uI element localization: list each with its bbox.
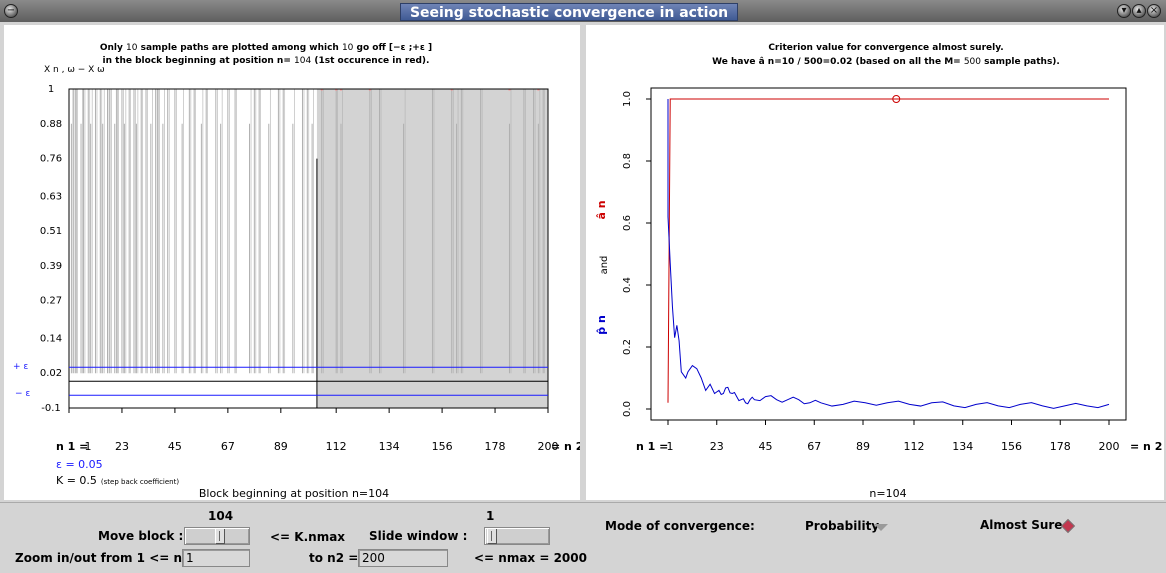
right-n1-label: n 1 = (636, 440, 668, 453)
left-x-tick-label: 23 (115, 440, 129, 453)
right-plot-area: 0.0 0.2 0.4 0.6 0.8 1.0 1 23 45 67 89 112 134 156 178 2… (622, 87, 1127, 453)
right-y-tick-label: 0.8 (622, 153, 633, 169)
block-position-marker (892, 95, 901, 103)
block-position-text: Block beginning at position n=104 (199, 487, 389, 500)
sample-paths-panel: Only 10 sample paths are plotted among w… (4, 25, 580, 500)
left-y-tick-label: 0.51 (40, 226, 62, 237)
probability-radio-icon[interactable] (874, 524, 888, 531)
left-plot-frame (68, 88, 549, 409)
almost-sure-radio-icon[interactable] (1060, 518, 1076, 534)
left-x-tick-label: 134 (379, 440, 400, 453)
right-x-tick-label: 200 (1099, 440, 1120, 453)
mode-label: Mode of convergence: (605, 519, 755, 533)
right-n2-label: = n 2 (1130, 440, 1162, 453)
left-y-tick-label: 0.76 (40, 154, 62, 165)
a-hat-series-line (667, 98, 1109, 403)
right-plot-frame (650, 87, 1127, 421)
left-n2-label: = n 2 (551, 440, 580, 453)
kmax-label: <= K.nmax (270, 530, 346, 544)
p-hat-series-line (667, 99, 1110, 409)
ylabel-a: â n (595, 200, 608, 219)
close-button[interactable]: × (1147, 4, 1161, 18)
left-x-tick-label: 112 (326, 440, 347, 453)
right-y-tick-label: 0.0 (622, 401, 633, 417)
window-title: Seeing stochastic convergence in action (400, 3, 738, 21)
k-text: K = 0.5 (step back coefficient) (56, 474, 179, 487)
left-y-tick-label: 0.63 (40, 191, 62, 202)
slide-window-slider-thumb[interactable] (487, 529, 497, 544)
controls-bar: 104 Move block : <= K.nmax Slide window … (0, 502, 1166, 573)
left-title-line1: Only 10 sample paths are plotted among w… (100, 43, 432, 53)
epsilon-text: ε = 0.05 (56, 458, 103, 471)
left-y-tick-label: 1 (48, 84, 54, 95)
left-y-tick-label: -0.1 (41, 403, 61, 414)
right-x-tick-label: 112 (903, 440, 924, 453)
right-x-tick-label: 134 (952, 440, 973, 453)
criterion-plot: Criterion value for convergence almost s… (595, 43, 1162, 500)
move-block-slider-thumb[interactable] (215, 529, 225, 544)
n1-input[interactable]: 1 (182, 549, 250, 567)
slide-window-value: 1 (486, 509, 495, 523)
left-x-tick-label: 89 (274, 440, 288, 453)
left-y-tick-label: 0.14 (40, 333, 62, 344)
left-y-tick-label: 0.39 (40, 261, 62, 272)
to-n2-label: to n2 = (309, 551, 359, 565)
eps-minus-label: − ε (15, 389, 30, 399)
eps-plus-label: + ε (13, 362, 28, 372)
n2-input[interactable]: 200 (358, 549, 448, 567)
left-x-tick-label: 178 (485, 440, 506, 453)
probability-label[interactable]: Probability (805, 519, 880, 533)
move-block-slider[interactable] (184, 527, 250, 545)
almost-sure-label[interactable]: Almost Sure (980, 518, 1063, 532)
nmax-label: <= nmax = 2000 (474, 551, 587, 565)
left-n1-label: n 1 = (56, 440, 88, 453)
sample-paths-plot: Only 10 sample paths are plotted among w… (13, 43, 580, 500)
right-title-line1: Criterion value for convergence almost s… (768, 43, 1003, 53)
left-x-tick-label: 156 (432, 440, 453, 453)
left-ylabel: X n , ω − X ω (44, 65, 105, 75)
right-x-tick-label: 89 (856, 440, 870, 453)
right-y-tick-label: 1.0 (622, 91, 633, 107)
left-x-tick-label: 67 (221, 440, 235, 453)
maximize-button[interactable]: ▴ (1132, 4, 1146, 18)
right-x-tick-label: 45 (759, 440, 773, 453)
right-title-line2: We have â n=10 / 500=0.02 (based on all … (712, 57, 1060, 67)
left-x-tick-label: 1 (85, 440, 92, 453)
right-x-tick-label: 156 (1001, 440, 1022, 453)
move-block-value: 104 (208, 509, 234, 523)
left-plot-area: 1 0.88 0.76 0.63 0.51 0.39 0.27 0.14 0.02 -0.1 1 23… (40, 84, 559, 453)
right-x-tick-label: 23 (710, 440, 724, 453)
right-x-tick-label: 67 (807, 440, 821, 453)
right-y-tick-label: 0.4 (622, 277, 633, 293)
left-x-tick-label: 45 (168, 440, 182, 453)
left-title-line2: in the block beginning at position n= 10… (103, 56, 430, 66)
criterion-panel: Criterion value for convergence almost s… (586, 25, 1164, 500)
minimize-button[interactable]: ▾ (1117, 4, 1131, 18)
title-bar: − Seeing stochastic convergence in actio… (0, 0, 1166, 22)
window-menu-button[interactable]: − (4, 4, 18, 18)
right-x-tick-label: 178 (1050, 440, 1071, 453)
ylabel-and: and (599, 256, 610, 275)
right-y-tick-label: 0.2 (622, 339, 633, 355)
ylabel-p: p̂ n (595, 315, 608, 335)
left-y-tick-label: 0.88 (40, 119, 62, 130)
zoom-label: Zoom in/out from 1 <= n1 = (15, 551, 205, 565)
left-y-tick-label: 0.02 (40, 368, 62, 379)
right-bottom-text: n=104 (869, 487, 906, 500)
slide-window-label: Slide window : (369, 529, 468, 543)
right-y-tick-label: 0.6 (622, 215, 633, 231)
right-x-tick-label: 1 (667, 440, 674, 453)
left-x-tick-label: 200 (538, 440, 559, 453)
left-y-tick-label: 0.27 (40, 296, 62, 307)
move-block-label: Move block : (98, 529, 184, 543)
slide-window-slider[interactable] (484, 527, 550, 545)
